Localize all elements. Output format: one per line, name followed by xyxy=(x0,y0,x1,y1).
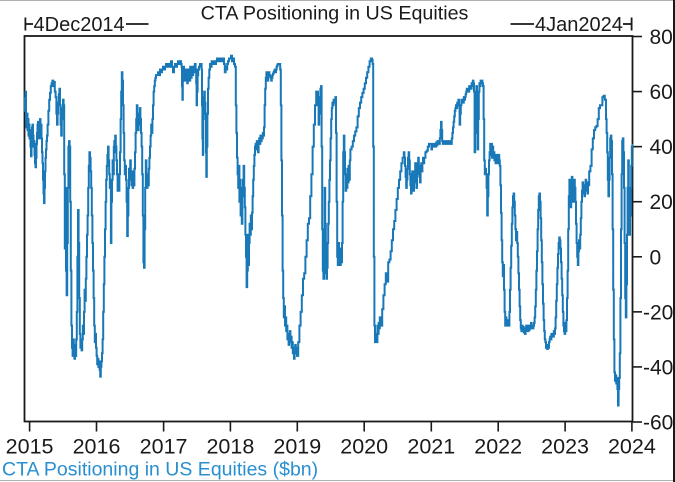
svg-text:80: 80 xyxy=(650,26,673,49)
svg-text:-60: -60 xyxy=(643,412,673,435)
svg-text:60: 60 xyxy=(650,81,673,104)
svg-text:4Jan2024: 4Jan2024 xyxy=(535,14,623,36)
svg-text:2021: 2021 xyxy=(407,435,455,459)
svg-text:2024: 2024 xyxy=(608,435,656,459)
svg-text:2022: 2022 xyxy=(474,435,522,459)
svg-text:2016: 2016 xyxy=(73,435,121,459)
svg-text:-20: -20 xyxy=(643,301,673,324)
svg-text:40: 40 xyxy=(650,136,673,159)
svg-text:2015: 2015 xyxy=(6,435,54,459)
svg-text:2023: 2023 xyxy=(541,435,589,459)
svg-text:2020: 2020 xyxy=(340,435,388,459)
svg-text:2019: 2019 xyxy=(273,435,321,459)
svg-text:20: 20 xyxy=(650,191,673,214)
svg-text:0: 0 xyxy=(650,246,662,269)
svg-text:2018: 2018 xyxy=(206,435,254,459)
svg-text:4Dec2014: 4Dec2014 xyxy=(34,14,125,36)
svg-text:2017: 2017 xyxy=(140,435,188,459)
svg-text:CTA Positioning in US Equities: CTA Positioning in US Equities xyxy=(201,3,469,25)
svg-text:-40: -40 xyxy=(643,356,673,379)
svg-text:CTA Positioning in US Equities: CTA Positioning in US Equities ($bn) xyxy=(2,459,318,481)
